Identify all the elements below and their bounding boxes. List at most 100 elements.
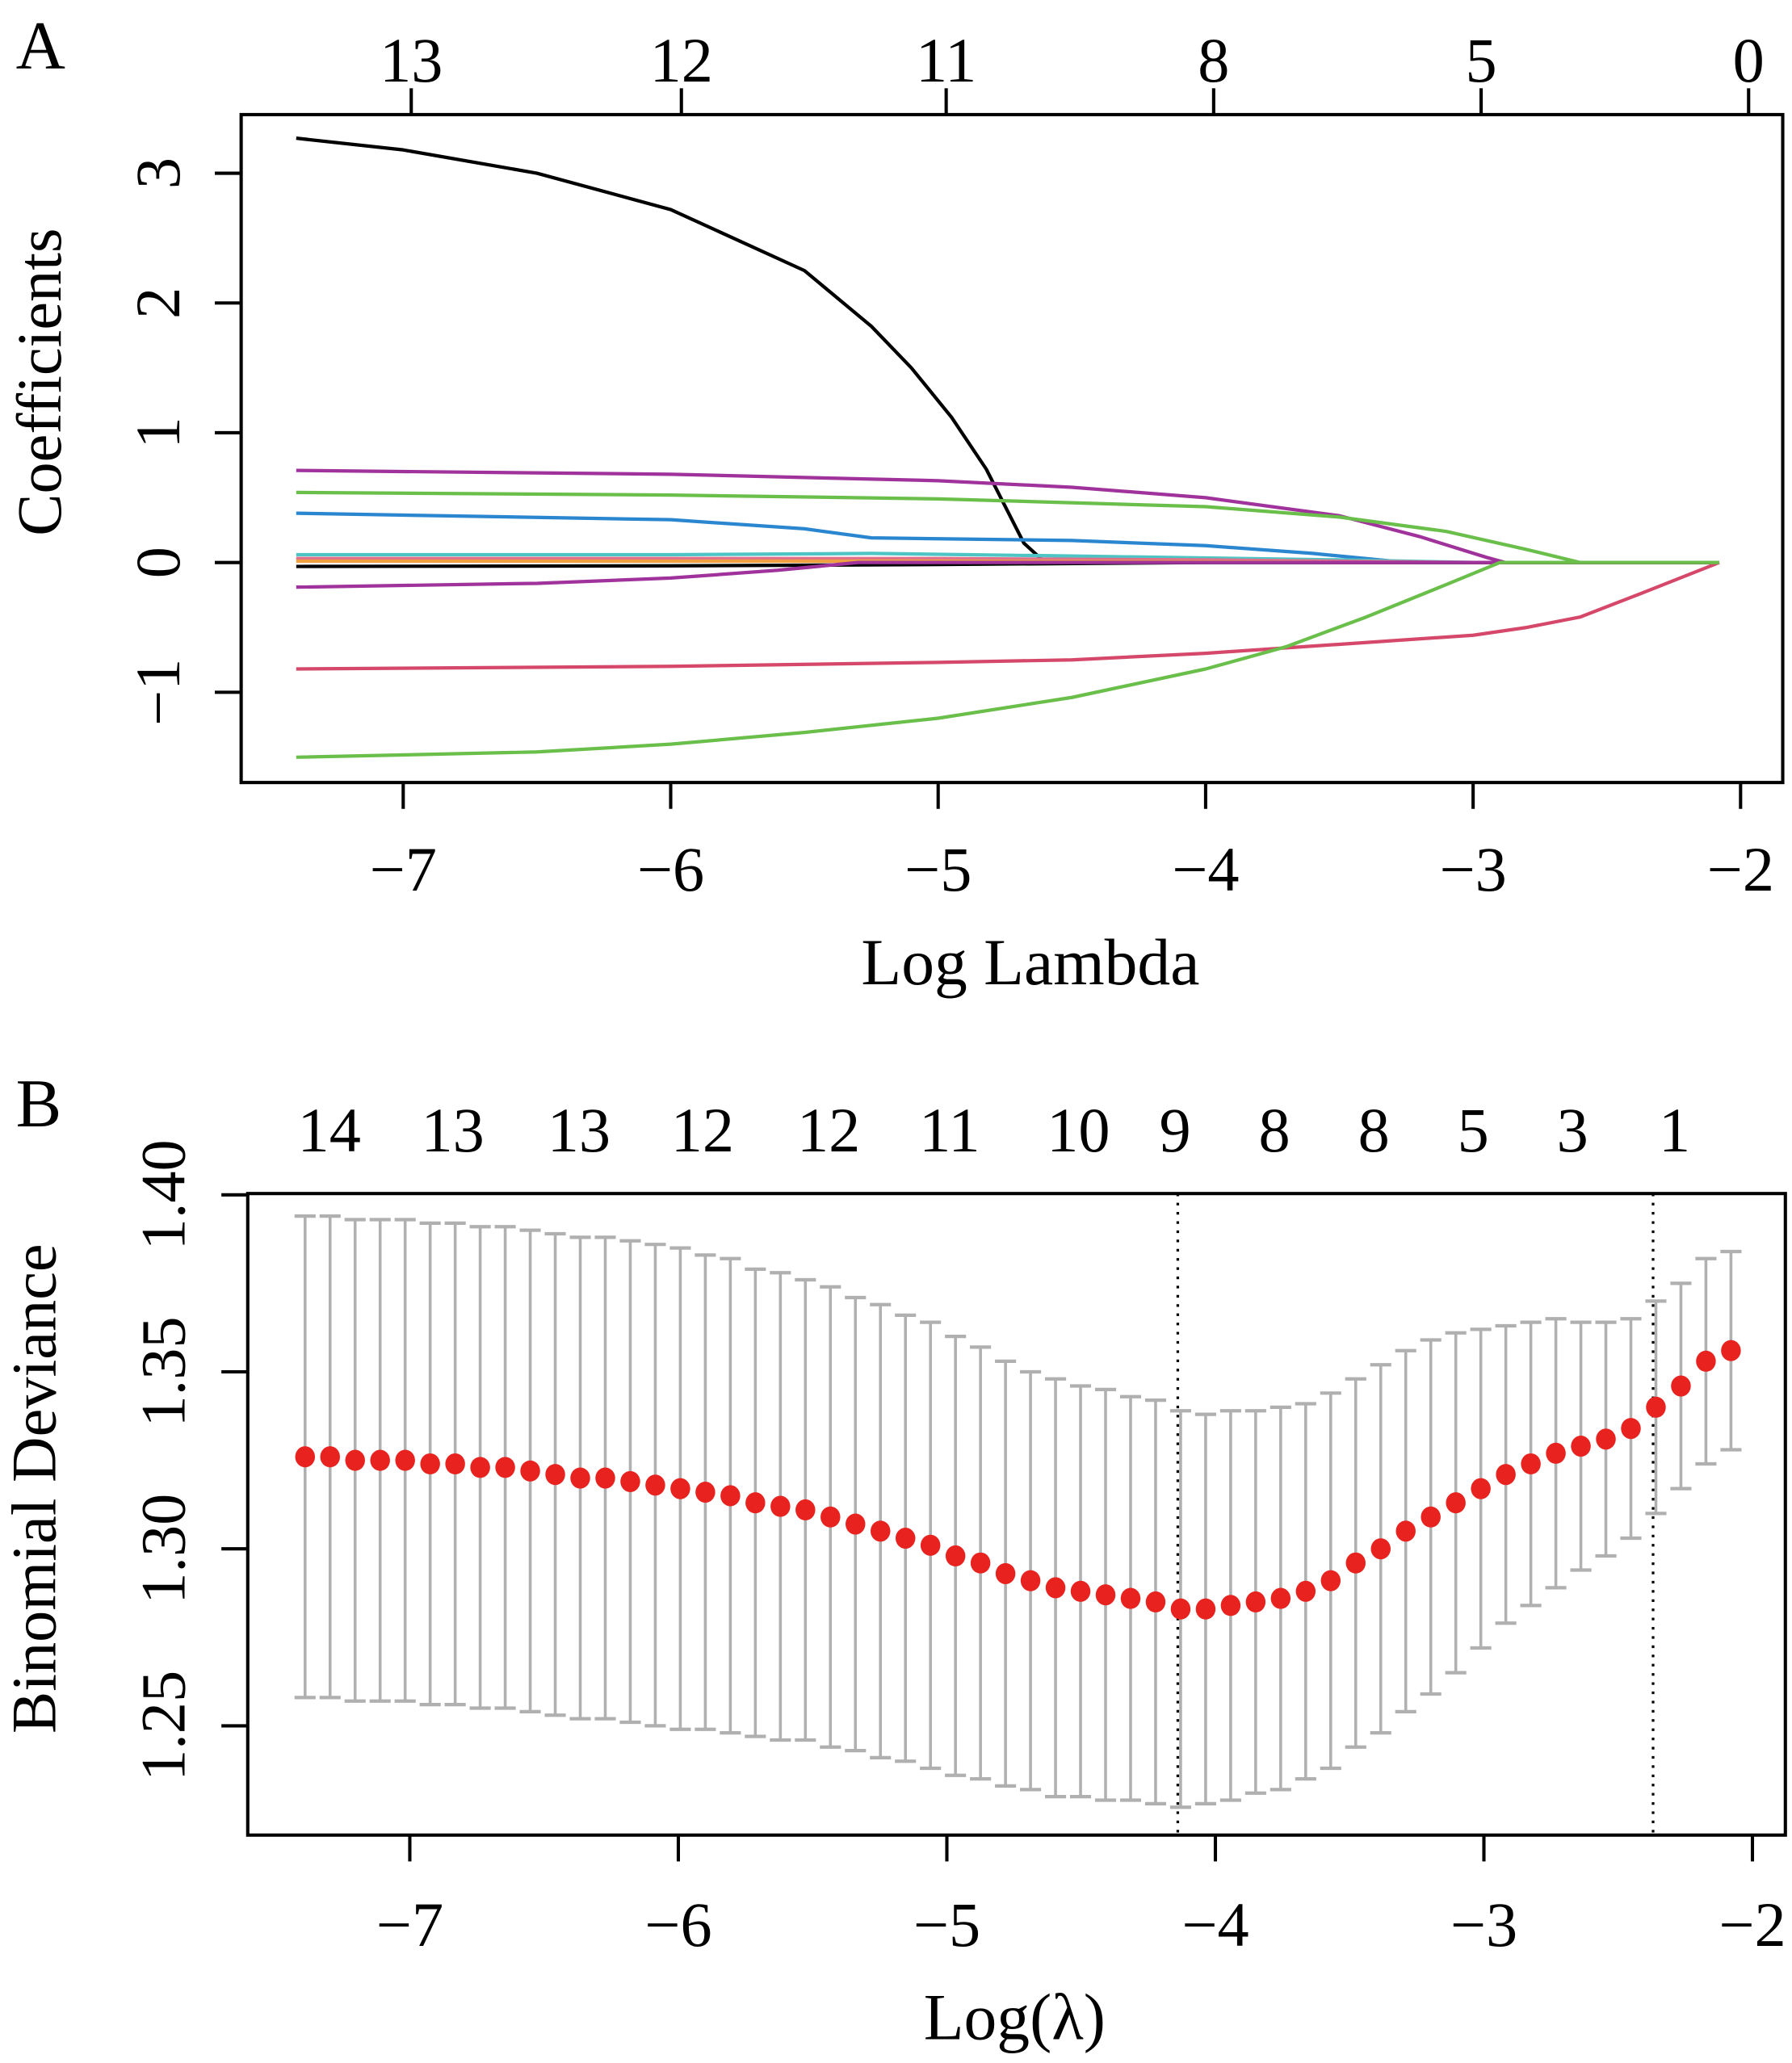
top-axis-nonzero-count: 5 [1458,1095,1489,1165]
x-tick-label: −3 [1450,1889,1517,1960]
mean-deviance-point [1596,1428,1616,1450]
mean-deviance-points [295,1340,1741,1620]
mean-deviance-point [820,1506,841,1528]
panel-a-y-axis-title: Coefficients [4,229,74,536]
mean-deviance-point [345,1449,365,1471]
coefficient-path-coef-2 [296,468,1719,564]
mean-deviance-point [1471,1478,1491,1499]
panel-a-x-axis-title: Log Lambda [861,925,1199,999]
mean-deviance-point [495,1457,515,1478]
top-axis-nonzero-count: 13 [422,1095,485,1165]
mean-deviance-point [1421,1506,1441,1528]
x-tick-label: −5 [904,834,972,904]
panel-b-plot-frame [246,1192,1787,1837]
y-tick-label: −1 [123,659,193,726]
mean-deviance-point [570,1467,590,1489]
top-axis-nonzero-count: 3 [1557,1095,1588,1165]
mean-deviance-point [1220,1595,1241,1616]
x-tick-label: −2 [1707,834,1774,904]
top-axis-nonzero-count: 8 [1358,1095,1390,1165]
coefficient-lines [296,136,1720,759]
mean-deviance-point [1446,1492,1466,1514]
coefficient-path-coef-1 [296,136,1719,564]
mean-deviance-point [1020,1570,1041,1591]
panel-b-x-axis-title: Log(λ) [924,1981,1106,2054]
mean-deviance-point [470,1457,490,1478]
coefficient-path-coef-3 [296,490,1719,564]
panel-b-label: B [16,1066,62,1142]
error-bars [294,1214,1742,1809]
mean-deviance-point [870,1520,891,1542]
mean-deviance-point [1320,1570,1341,1591]
mean-deviance-point [795,1499,816,1521]
mean-deviance-point [370,1449,390,1471]
mean-deviance-point [1195,1598,1216,1620]
top-axis-nonzero-count: 11 [919,1095,980,1165]
top-axis-nonzero-count: 12 [671,1095,734,1165]
y-tick-label: 0 [123,547,193,578]
mean-deviance-point [1646,1396,1666,1418]
y-tick-label: 1.40 [128,1139,198,1250]
mean-deviance-point [320,1446,340,1468]
top-axis-nonzero-count: 10 [1047,1095,1110,1165]
mean-deviance-point [695,1482,716,1503]
mean-deviance-point [1095,1584,1116,1606]
panel-a-label: A [16,8,65,84]
panel-b-y-axis-title: Binomial Deviance [0,1243,69,1734]
mean-deviance-point [595,1467,615,1489]
mean-deviance-point [720,1485,741,1507]
x-tick-label: −4 [1172,834,1239,904]
coefficient-path-coef-10 [296,560,1720,671]
mean-deviance-point [1571,1436,1591,1457]
y-tick-label: 1.30 [128,1494,198,1604]
mean-deviance-point [1345,1552,1366,1574]
top-axis-nonzero-count: 13 [380,25,443,95]
mean-deviance-point [970,1552,991,1574]
mean-deviance-point [1370,1538,1391,1560]
mean-deviance-point [1270,1587,1291,1609]
mean-deviance-point [420,1453,440,1475]
mean-deviance-point [295,1446,316,1468]
top-axis-nonzero-count: 9 [1160,1095,1191,1165]
x-tick-label: −7 [376,1889,443,1960]
mean-deviance-point [1245,1591,1266,1613]
x-tick-label: −6 [644,1889,711,1960]
mean-deviance-point [1546,1442,1566,1464]
mean-deviance-point [445,1453,465,1475]
mean-deviance-point [1521,1453,1541,1475]
y-tick-label: 1 [123,417,193,448]
top-axis-nonzero-count: 12 [797,1095,860,1165]
mean-deviance-point [1395,1520,1416,1542]
mean-deviance-point [395,1449,415,1471]
mean-deviance-point [945,1545,966,1567]
mean-deviance-point [1120,1587,1141,1609]
coefficient-path-coef-11 [296,560,1719,759]
x-tick-label: −3 [1439,834,1506,904]
top-axis-nonzero-count: 0 [1733,25,1765,95]
top-axis-nonzero-count: 8 [1259,1095,1290,1165]
mean-deviance-point [920,1534,941,1556]
y-tick-label: 3 [123,157,193,189]
top-axis-nonzero-count: 8 [1198,25,1229,95]
mean-deviance-point [1671,1375,1691,1397]
mean-deviance-point [1145,1591,1166,1613]
mean-deviance-point [895,1528,916,1549]
x-tick-label: −6 [637,834,704,904]
mean-deviance-point [520,1460,540,1482]
x-tick-label: −2 [1719,1889,1786,1960]
mean-deviance-point [745,1492,766,1514]
top-axis-nonzero-count: 13 [548,1095,611,1165]
mean-deviance-point [1045,1577,1066,1599]
x-tick-label: −5 [913,1889,980,1960]
mean-deviance-point [1170,1598,1191,1620]
mean-deviance-point [995,1562,1016,1584]
y-tick-label: 1.35 [128,1316,198,1427]
mean-deviance-point [1696,1350,1716,1372]
top-axis-nonzero-count: 12 [650,25,713,95]
mean-deviance-point [770,1495,791,1517]
